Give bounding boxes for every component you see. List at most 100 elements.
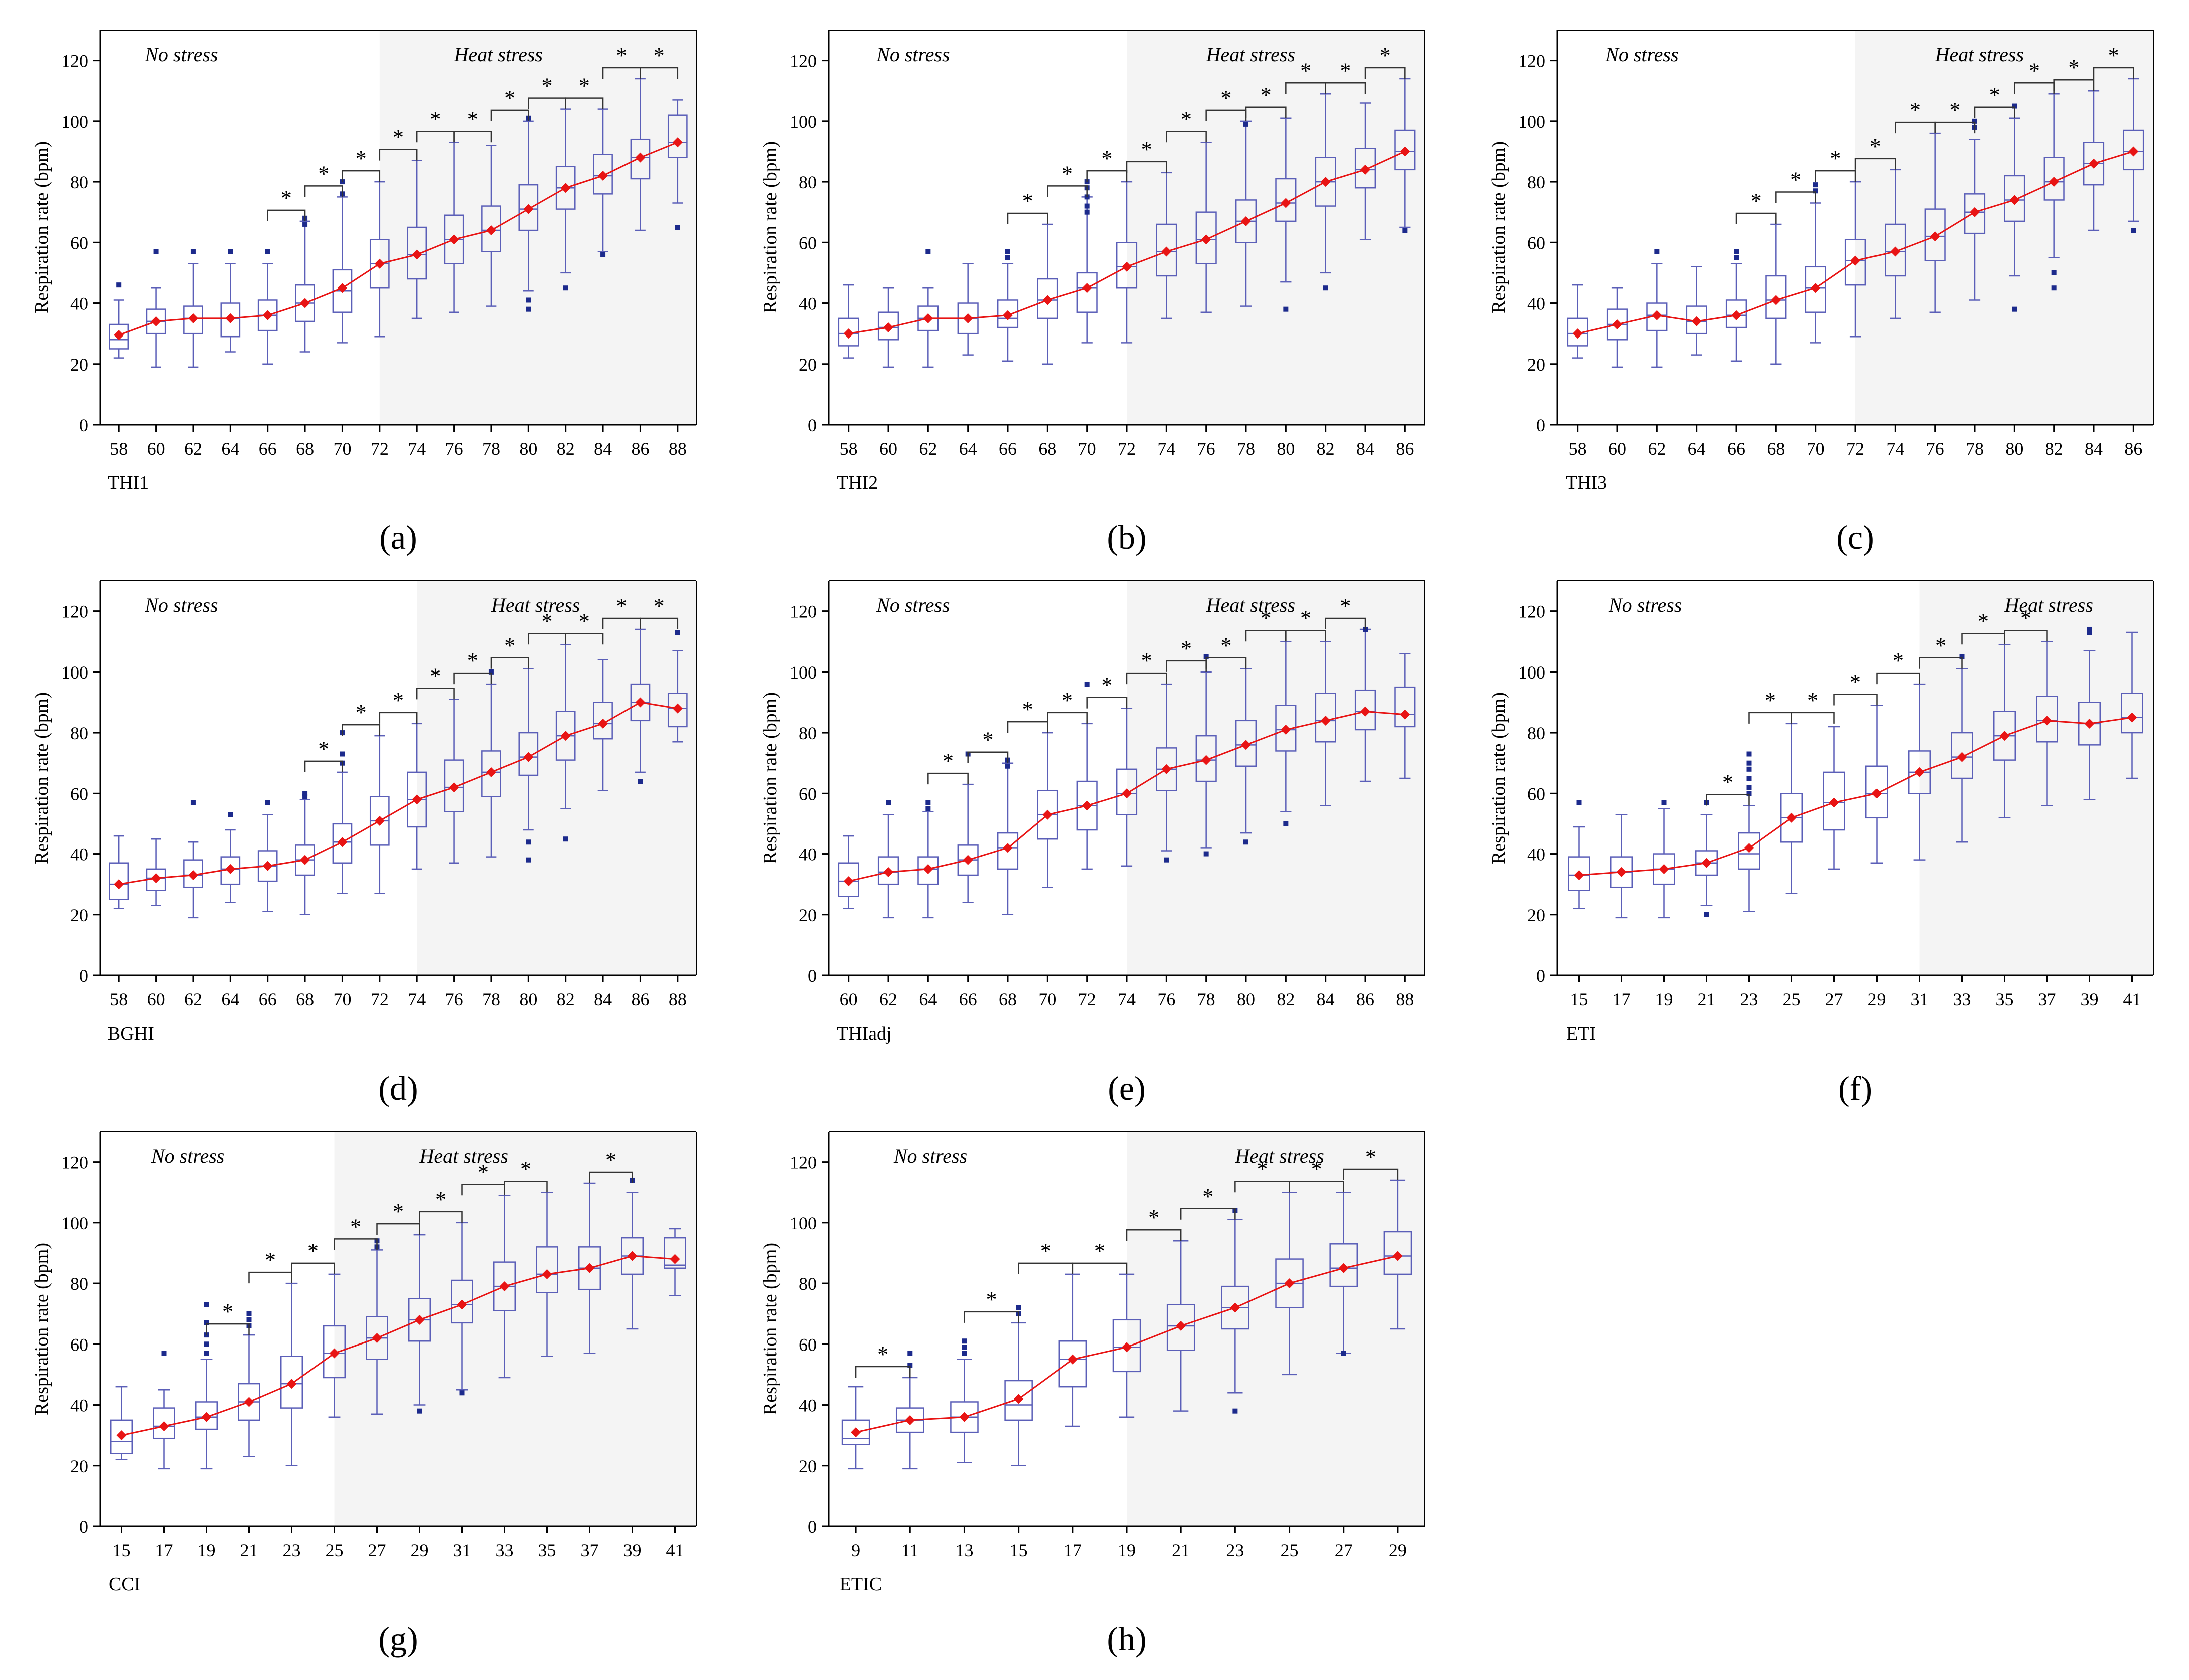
x-tick-label: 74: [408, 989, 426, 1010]
bracket-line: [419, 1211, 463, 1223]
box: [1058, 1340, 1087, 1388]
boxplot-68: [997, 762, 1019, 916]
box: [1568, 856, 1590, 891]
significance-star: *: [467, 648, 478, 673]
significance-bracket: *: [490, 633, 529, 669]
box: [667, 114, 688, 158]
boxplot-72: [369, 181, 390, 338]
y-tick-label: 100: [61, 112, 88, 132]
significance-bracket: *: [267, 186, 306, 221]
bracket-line: [967, 751, 1009, 763]
x-tick-label: 70: [333, 439, 351, 459]
panel-label: (c): [1836, 518, 1874, 556]
x-tick-label: 70: [1807, 439, 1825, 459]
significance-star: *: [1062, 161, 1073, 186]
boxplot-58: [838, 284, 859, 359]
x-tick-label: 64: [919, 989, 937, 1010]
mean-marker: [1612, 319, 1622, 329]
outlier-point: [638, 779, 643, 784]
y-tick-label: 20: [799, 1456, 817, 1476]
x-tick-label: 66: [959, 989, 977, 1010]
outlier-point: [2087, 626, 2092, 632]
x-tick-label: 21: [1698, 989, 1716, 1010]
significance-star: *: [986, 1287, 997, 1312]
bracket-line: [1934, 121, 1976, 134]
mean-marker: [523, 752, 534, 762]
significance-star: *: [2029, 58, 2040, 83]
boxplot-80: [1235, 668, 1257, 834]
mean-marker: [1003, 310, 1013, 320]
bracket-line: [2053, 79, 2095, 91]
x-tick-label: 15: [1570, 989, 1588, 1010]
significance-bracket: *: [1815, 146, 1856, 182]
outlier-point: [1972, 118, 1977, 124]
x-tick-label: 58: [110, 989, 128, 1010]
significance-star: *: [467, 107, 478, 131]
significance-star: *: [393, 1199, 404, 1224]
significance-star: *: [1935, 633, 1946, 658]
mean-marker: [1914, 767, 1925, 777]
x-tick-label: 64: [221, 989, 239, 1010]
y-tick-label: 100: [61, 662, 88, 683]
box: [109, 323, 129, 350]
bracket-line: [1285, 629, 1326, 642]
y-tick-label: 80: [799, 723, 817, 743]
y-tick-label: 100: [790, 662, 817, 683]
boxplot-70: [332, 196, 353, 344]
box: [1116, 768, 1138, 815]
x-axis-title: ETIC: [840, 1574, 882, 1595]
x-tick-label: 29: [1868, 989, 1886, 1010]
boxplot-19: [195, 1359, 218, 1470]
outlier-point: [190, 800, 196, 805]
x-tick-label: 84: [594, 989, 612, 1010]
significance-star: *: [430, 663, 441, 688]
y-tick-label: 0: [1536, 415, 1545, 435]
heat-stress-label: Heat stress: [1234, 1145, 1324, 1167]
mean-marker: [1201, 234, 1211, 245]
mean-marker: [300, 298, 310, 308]
x-tick-label: 60: [147, 439, 165, 459]
boxplot-76: [444, 699, 464, 864]
mean-marker: [244, 1397, 254, 1407]
significance-star: *: [1062, 688, 1073, 713]
x-axis-title: THI2: [837, 472, 878, 493]
x-tick-label: 74: [1157, 439, 1175, 459]
mean-marker: [598, 170, 608, 181]
outlier-point: [1746, 776, 1752, 781]
panel-label: (a): [379, 518, 417, 556]
bracket-line: [2004, 629, 2048, 642]
mean-marker: [2009, 195, 2020, 205]
y-tick-label: 0: [808, 1517, 817, 1537]
box: [2121, 693, 2143, 734]
boxplot-15: [110, 1386, 133, 1460]
outlier-point: [161, 1351, 167, 1356]
y-tick-label: 60: [799, 784, 817, 804]
significance-bracket: *: [1775, 168, 1816, 203]
significance-star: *: [2068, 55, 2079, 80]
significance-star: *: [2020, 606, 2031, 630]
significance-star: *: [1141, 137, 1152, 162]
mean-marker: [2127, 712, 2137, 723]
significance-star: *: [393, 125, 404, 150]
significance-bracket: *: [2053, 55, 2095, 91]
significance-star: *: [356, 146, 367, 171]
significance-star: *: [1850, 670, 1861, 695]
boxplot-68: [1765, 223, 1787, 365]
outlier-point: [526, 839, 531, 845]
bracket-line: [1047, 185, 1088, 197]
bracket-line: [1706, 794, 1750, 806]
y-tick-label: 60: [799, 233, 817, 253]
mean-marker: [523, 204, 534, 214]
panel-label: (d): [378, 1069, 418, 1107]
x-tick-label: 82: [1277, 989, 1295, 1010]
x-tick-label: 74: [1118, 989, 1136, 1010]
outlier-point: [459, 1390, 465, 1396]
chart-panel-b: No stress Heat stress 0 20 40 60 80 100 120 58 60 6…: [760, 30, 1425, 556]
x-tick-label: 25: [1281, 1540, 1299, 1560]
mean-marker: [414, 1314, 425, 1325]
x-tick-label: 17: [155, 1540, 173, 1560]
outlier-point: [204, 1302, 209, 1307]
significance-star: *: [393, 688, 404, 713]
x-tick-label: 62: [1648, 439, 1666, 459]
outlier-point: [1203, 851, 1209, 857]
